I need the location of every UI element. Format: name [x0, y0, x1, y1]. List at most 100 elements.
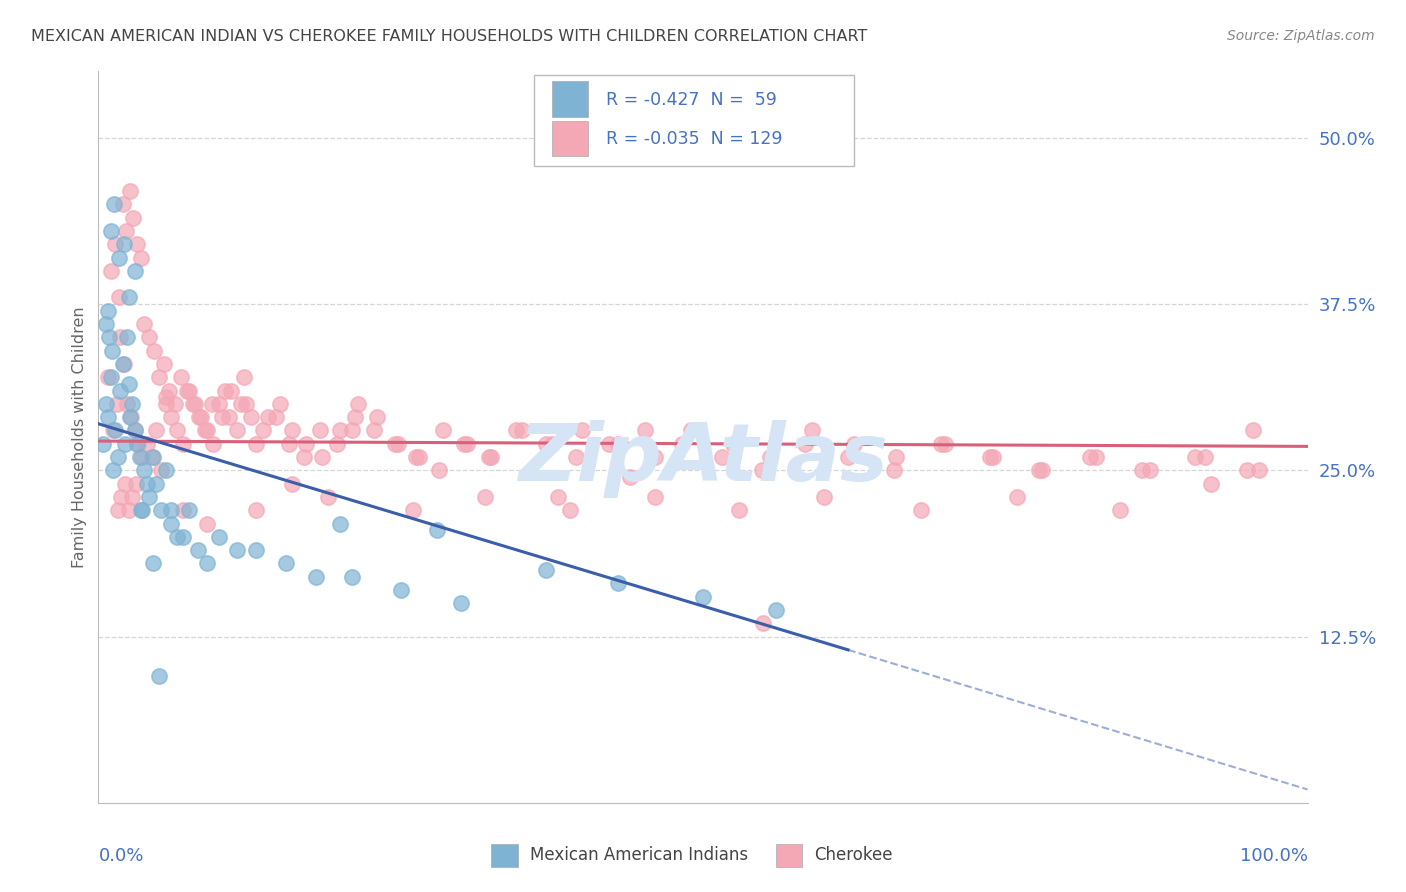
- Point: [232, 370, 254, 384]
- Point: [129, 251, 152, 265]
- Point: [813, 490, 835, 504]
- Point: [127, 436, 149, 450]
- Point: [110, 490, 132, 504]
- Point: [150, 463, 173, 477]
- Point: [121, 490, 143, 504]
- Point: [118, 184, 141, 198]
- Point: [728, 503, 751, 517]
- Point: [115, 224, 138, 238]
- Point: [127, 436, 149, 450]
- Point: [325, 436, 347, 450]
- Point: [98, 330, 121, 344]
- Point: [201, 397, 224, 411]
- Point: [184, 397, 207, 411]
- Point: [141, 450, 163, 464]
- Point: [135, 476, 157, 491]
- Point: [343, 410, 366, 425]
- Point: [221, 384, 243, 398]
- Point: [800, 424, 823, 438]
- Point: [179, 384, 201, 398]
- Point: [226, 543, 249, 558]
- Point: [558, 503, 581, 517]
- Point: [104, 237, 127, 252]
- Point: [181, 397, 204, 411]
- Point: [100, 370, 122, 384]
- Point: [510, 424, 533, 438]
- Point: [187, 410, 209, 425]
- Point: [145, 476, 167, 491]
- Point: [172, 530, 194, 544]
- Point: [456, 436, 478, 450]
- Point: [979, 450, 1001, 464]
- Point: [179, 503, 201, 517]
- Point: [607, 436, 630, 450]
- Point: [142, 557, 165, 571]
- Point: [108, 290, 131, 304]
- Point: [129, 503, 152, 517]
- Point: [844, 436, 866, 450]
- Point: [256, 410, 278, 425]
- Point: [311, 450, 333, 464]
- Point: [389, 582, 412, 597]
- Point: [148, 370, 170, 384]
- Point: [252, 424, 274, 438]
- Point: [143, 343, 166, 358]
- Point: [619, 470, 641, 484]
- Point: [229, 397, 252, 411]
- Point: [117, 397, 139, 411]
- Text: ZipAtlas: ZipAtlas: [517, 420, 889, 498]
- Point: [108, 384, 131, 398]
- Point: [264, 410, 287, 425]
- Point: [478, 450, 501, 464]
- Text: Source: ZipAtlas.com: Source: ZipAtlas.com: [1227, 29, 1375, 43]
- Point: [160, 503, 183, 517]
- Point: [97, 410, 120, 425]
- Point: [384, 436, 406, 450]
- Point: [208, 530, 231, 544]
- Point: [97, 303, 120, 318]
- Point: [426, 523, 449, 537]
- Point: [157, 384, 180, 398]
- Point: [245, 436, 267, 450]
- Point: [269, 397, 291, 411]
- Point: [155, 390, 177, 404]
- Point: [107, 450, 129, 464]
- Point: [169, 370, 191, 384]
- Point: [94, 397, 117, 411]
- Point: [886, 450, 908, 464]
- Point: [534, 436, 557, 450]
- Point: [634, 424, 657, 438]
- Point: [644, 450, 666, 464]
- Point: [226, 424, 249, 438]
- Point: [347, 397, 370, 411]
- Point: [1249, 463, 1271, 477]
- Point: [481, 450, 503, 464]
- Point: [155, 397, 177, 411]
- Text: Mexican American Indians: Mexican American Indians: [530, 847, 748, 864]
- Text: Cherokee: Cherokee: [814, 847, 893, 864]
- Point: [131, 503, 153, 517]
- Point: [124, 424, 146, 438]
- Point: [534, 563, 557, 577]
- Point: [1184, 450, 1206, 464]
- Point: [108, 251, 131, 265]
- Point: [100, 264, 122, 278]
- Point: [112, 357, 135, 371]
- Point: [565, 450, 588, 464]
- Point: [245, 543, 267, 558]
- Point: [752, 616, 775, 631]
- Point: [190, 410, 212, 425]
- Point: [308, 424, 330, 438]
- Point: [101, 463, 124, 477]
- Bar: [492, 844, 517, 867]
- Point: [202, 436, 225, 450]
- Point: [142, 450, 165, 464]
- Point: [108, 330, 131, 344]
- Point: [598, 436, 620, 450]
- Text: R = -0.427  N =  59: R = -0.427 N = 59: [606, 91, 778, 109]
- Point: [187, 543, 209, 558]
- Point: [981, 450, 1004, 464]
- Point: [208, 397, 231, 411]
- Point: [124, 424, 146, 438]
- Point: [218, 410, 240, 425]
